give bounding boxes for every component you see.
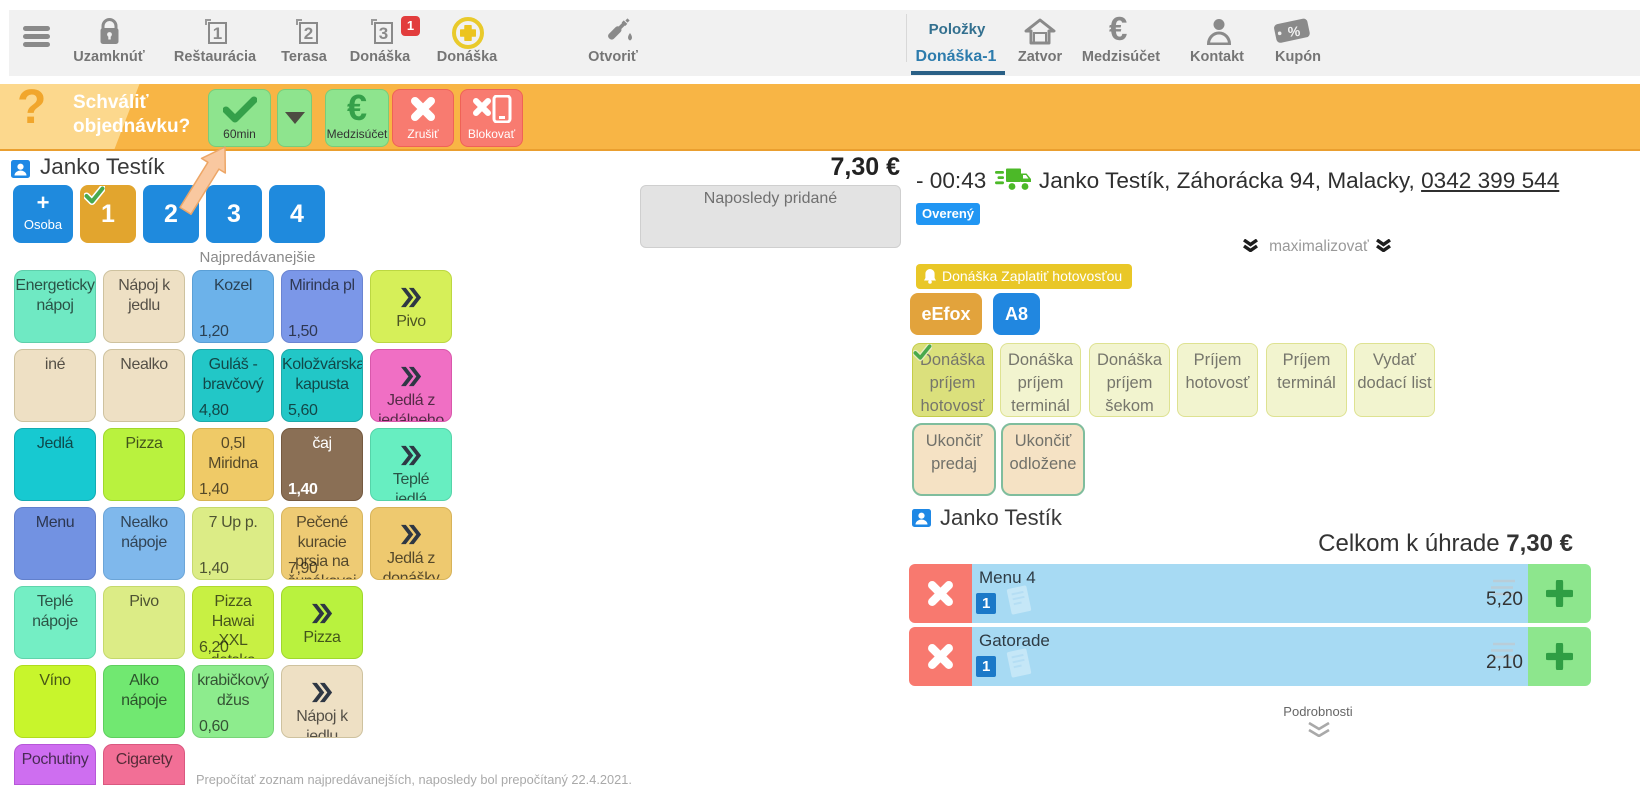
svg-text:%: % <box>1287 23 1301 40</box>
svg-text:2: 2 <box>304 24 313 43</box>
svg-text:3: 3 <box>379 24 388 43</box>
svg-text:1: 1 <box>213 24 222 43</box>
